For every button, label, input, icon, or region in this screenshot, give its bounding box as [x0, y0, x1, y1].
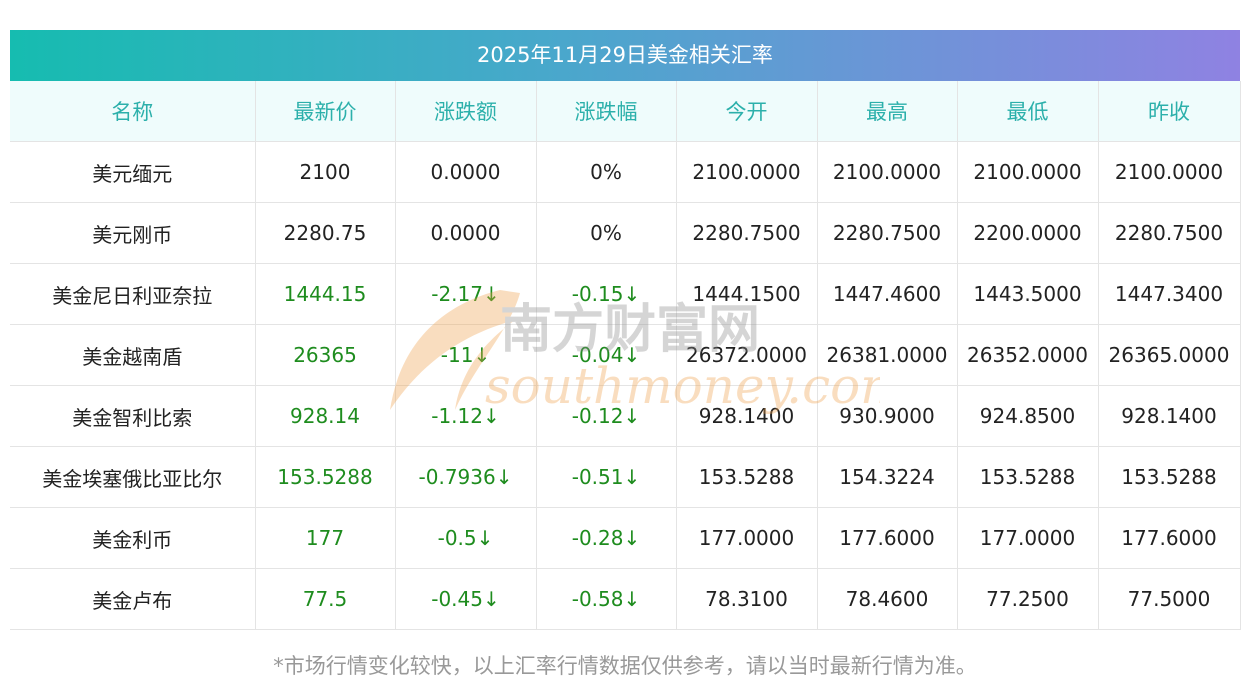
- latest-price-cell: 1444.15: [255, 263, 396, 325]
- header-row: 名称 最新价 涨跌额 涨跌幅 今开 最高 最低 昨收: [10, 81, 1241, 142]
- low-price-cell: 153.5288: [957, 446, 1099, 508]
- currency-name-cell: 美金尼日利亚奈拉: [10, 263, 256, 325]
- latest-price-cell: 26365: [255, 324, 396, 386]
- high-price-cell: 154.3224: [817, 446, 958, 508]
- change-amount-cell: 0.0000: [395, 141, 537, 203]
- table-row: 美金越南盾 26365 -11↓ -0.04↓ 26372.0000 26381.0000…: [10, 324, 1241, 386]
- open-price-cell: 78.3100: [676, 568, 818, 630]
- table-row: 美元缅元 2100 0.0000 0% 2100.0000 2100.0000 2100.0…: [10, 141, 1241, 203]
- change-pct-cell: 0%: [536, 141, 677, 203]
- latest-price-cell: 928.14: [255, 385, 396, 447]
- table-row: 美金埃塞俄比亚比尔 153.5288 -0.7936↓ -0.51↓ 153.5288 1…: [10, 446, 1241, 508]
- high-price-cell: 2100.0000: [817, 141, 958, 203]
- open-price-cell: 2100.0000: [676, 141, 818, 203]
- low-price-cell: 2100.0000: [957, 141, 1099, 203]
- change-amount-cell: -0.7936↓: [395, 446, 537, 508]
- table-row: 美金智利比索 928.14 -1.12↓ -0.12↓ 928.1400 930.9000…: [10, 385, 1241, 447]
- change-pct-cell: -0.15↓: [536, 263, 677, 325]
- col-header-latest: 最新价: [255, 81, 396, 142]
- open-price-cell: 928.1400: [676, 385, 818, 447]
- col-header-name: 名称: [10, 81, 256, 142]
- open-price-cell: 153.5288: [676, 446, 818, 508]
- col-header-change-pct: 涨跌幅: [536, 81, 677, 142]
- change-pct-cell: -0.12↓: [536, 385, 677, 447]
- col-header-change: 涨跌额: [395, 81, 537, 142]
- change-amount-cell: -0.5↓: [395, 507, 537, 569]
- latest-price-cell: 177: [255, 507, 396, 569]
- prev-close-cell: 177.6000: [1098, 507, 1241, 569]
- high-price-cell: 2280.7500: [817, 202, 958, 264]
- high-price-cell: 26381.0000: [817, 324, 958, 386]
- low-price-cell: 2200.0000: [957, 202, 1099, 264]
- table-row: 美元刚币 2280.75 0.0000 0% 2280.7500 2280.7500 220…: [10, 202, 1241, 264]
- currency-name-cell: 美金利币: [10, 507, 256, 569]
- change-amount-cell: 0.0000: [395, 202, 537, 264]
- currency-name-cell: 美金埃塞俄比亚比尔: [10, 446, 256, 508]
- table-row: 美金卢布 77.5 -0.45↓ -0.58↓ 78.3100 78.4600 77.250…: [10, 568, 1241, 630]
- table-row: 美金尼日利亚奈拉 1444.15 -2.17↓ -0.15↓ 1444.1500 1447…: [10, 263, 1241, 325]
- prev-close-cell: 26365.0000: [1098, 324, 1241, 386]
- low-price-cell: 924.8500: [957, 385, 1099, 447]
- high-price-cell: 930.9000: [817, 385, 958, 447]
- change-pct-cell: 0%: [536, 202, 677, 264]
- exchange-rate-table: 名称 最新价 涨跌额 涨跌幅 今开 最高 最低 昨收 美元缅元 2100 0.000…: [10, 81, 1241, 630]
- prev-close-cell: 1447.3400: [1098, 263, 1241, 325]
- prev-close-cell: 2280.7500: [1098, 202, 1241, 264]
- change-amount-cell: -11↓: [395, 324, 537, 386]
- change-pct-cell: -0.04↓: [536, 324, 677, 386]
- open-price-cell: 26372.0000: [676, 324, 818, 386]
- currency-name-cell: 美元刚币: [10, 202, 256, 264]
- disclaimer-footnote: *市场行情变化较快，以上汇率行情数据仅供参考，请以当时最新行情为准。: [273, 654, 977, 678]
- currency-name-cell: 美金越南盾: [10, 324, 256, 386]
- change-amount-cell: -0.45↓: [395, 568, 537, 630]
- latest-price-cell: 2280.75: [255, 202, 396, 264]
- low-price-cell: 26352.0000: [957, 324, 1099, 386]
- prev-close-cell: 928.1400: [1098, 385, 1241, 447]
- latest-price-cell: 77.5: [255, 568, 396, 630]
- open-price-cell: 1444.1500: [676, 263, 818, 325]
- high-price-cell: 177.6000: [817, 507, 958, 569]
- low-price-cell: 177.0000: [957, 507, 1099, 569]
- currency-name-cell: 美元缅元: [10, 141, 256, 203]
- high-price-cell: 1447.4600: [817, 263, 958, 325]
- latest-price-cell: 2100: [255, 141, 396, 203]
- col-header-high: 最高: [817, 81, 958, 142]
- prev-close-cell: 153.5288: [1098, 446, 1241, 508]
- col-header-open: 今开: [676, 81, 818, 142]
- col-header-low: 最低: [957, 81, 1099, 142]
- low-price-cell: 77.2500: [957, 568, 1099, 630]
- change-pct-cell: -0.58↓: [536, 568, 677, 630]
- open-price-cell: 2280.7500: [676, 202, 818, 264]
- change-amount-cell: -1.12↓: [395, 385, 537, 447]
- prev-close-cell: 77.5000: [1098, 568, 1241, 630]
- currency-name-cell: 美金卢布: [10, 568, 256, 630]
- change-pct-cell: -0.28↓: [536, 507, 677, 569]
- change-amount-cell: -2.17↓: [395, 263, 537, 325]
- change-pct-cell: -0.51↓: [536, 446, 677, 508]
- table-row: 美金利币 177 -0.5↓ -0.28↓ 177.0000 177.6000 177.00…: [10, 507, 1241, 569]
- open-price-cell: 177.0000: [676, 507, 818, 569]
- col-header-prev-close: 昨收: [1098, 81, 1241, 142]
- low-price-cell: 1443.5000: [957, 263, 1099, 325]
- latest-price-cell: 153.5288: [255, 446, 396, 508]
- currency-name-cell: 美金智利比索: [10, 385, 256, 447]
- high-price-cell: 78.4600: [817, 568, 958, 630]
- prev-close-cell: 2100.0000: [1098, 141, 1241, 203]
- table-title: 2025年11月29日美金相关汇率: [10, 30, 1240, 81]
